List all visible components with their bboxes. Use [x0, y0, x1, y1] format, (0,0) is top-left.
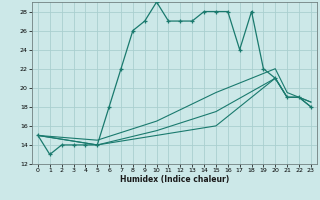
X-axis label: Humidex (Indice chaleur): Humidex (Indice chaleur) — [120, 175, 229, 184]
